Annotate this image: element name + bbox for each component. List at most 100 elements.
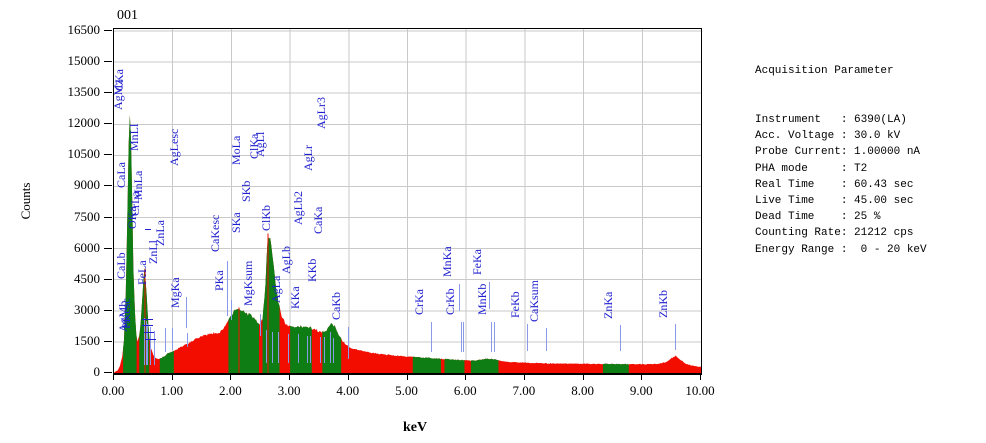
peak-label-cakb: CaKb: [329, 292, 344, 321]
peak-label-crla: CrLa: [127, 190, 142, 216]
x-tick-label: 7.00: [512, 383, 536, 398]
x-axis-tick: [700, 374, 701, 380]
y-axis-tick: [104, 154, 112, 156]
param-row-live-time: Live Time : 45.00 sec: [755, 195, 914, 208]
peak-label-fekb: FeKb: [508, 291, 523, 319]
element-marker-line: [319, 336, 321, 364]
peak-label-agla: AgLa: [268, 275, 283, 303]
peak-label-znla: ZnLa: [153, 219, 168, 246]
x-axis-tick: [289, 374, 291, 380]
peak-label-aglb: AgLb: [278, 245, 293, 274]
panel-rows: Instrument : 6390(LA) Acc. Voltage : 30.0…: [755, 112, 927, 258]
peak-label-agll: AgLl: [252, 132, 267, 158]
x-axis-tick: [582, 374, 584, 380]
x-axis-tick: [171, 374, 173, 380]
peak-label-aglesc: AgLesc: [166, 128, 181, 166]
y-axis-tick: [104, 92, 112, 94]
peak-label-aglr: AgLr: [300, 144, 315, 171]
peak-label-mgksum: MgKsum: [241, 260, 256, 306]
peak-label-ska: SKa: [229, 212, 244, 234]
element-marker-line: [260, 313, 262, 336]
element-marker-line: [463, 322, 465, 353]
y-axis-tick: [104, 123, 112, 125]
element-marker-line: [154, 330, 156, 365]
y-tick-label: 10500: [67, 146, 101, 162]
peak-label-caksum: CaKsum: [527, 280, 542, 323]
element-marker-dash: [145, 228, 151, 230]
peak-label-kkb: KKb: [304, 258, 319, 282]
y-tick-label: 16500: [67, 22, 101, 37]
param-row-pha-mode: PHA mode : T2: [755, 162, 868, 175]
y-axis-tick: [104, 309, 112, 311]
x-tick-label: 5.00: [395, 383, 418, 398]
x-axis-tick: [641, 374, 643, 380]
y-tick-label: 13500: [67, 84, 101, 100]
element-marker-line: [546, 328, 548, 352]
peak-label-cka: CKa: [111, 69, 126, 92]
y-axis-tick: [104, 185, 112, 187]
y-tick-label: 6000: [74, 239, 100, 255]
element-marker-line: [461, 322, 463, 353]
peak-label-caka: CaKa: [310, 206, 325, 235]
y-tick-label: 15000: [67, 53, 101, 69]
y-tick-label: 9000: [74, 177, 100, 193]
y-axis-tick: [104, 340, 112, 342]
peak-label-znka: ZnKa: [601, 291, 616, 320]
y-tick-label: 3000: [74, 301, 100, 317]
element-marker-dash: [143, 331, 155, 333]
param-row-real-time: Real Time : 60.43 sec: [755, 178, 914, 191]
peak-label-fela: FeLa: [135, 260, 150, 285]
peak-label-pkesc: PKesc: [119, 298, 134, 329]
element-marker-line: [186, 332, 188, 348]
x-axis-label: keV: [402, 420, 428, 435]
peak-label-cakesc: CaKesc: [208, 214, 223, 252]
peak-label-crka: CrKa: [411, 289, 426, 315]
x-tick-label: 4.00: [336, 383, 360, 398]
element-marker-line: [164, 328, 166, 353]
param-row-dead-time: Dead Time : 25 %: [755, 211, 881, 224]
x-tick-label: 0.00: [101, 383, 125, 398]
peak-label-mola: MoLa: [228, 135, 243, 165]
y-axis-tick: [104, 247, 112, 249]
y-axis-tick: [104, 61, 112, 63]
peak-label-znkb: ZnKb: [655, 290, 670, 319]
spectrum-title: 001: [117, 8, 138, 23]
element-marker-line: [527, 324, 529, 352]
element-marker-line: [278, 331, 280, 364]
element-marker-line: [348, 327, 350, 359]
element-marker-line: [307, 335, 309, 364]
x-axis-tick: [465, 374, 467, 380]
element-marker-line: [493, 322, 495, 353]
y-tick-label: 0: [93, 364, 101, 379]
x-tick-label: 6.00: [453, 383, 477, 398]
param-row-acc-voltage: Acc. Voltage : 30.0 kV: [755, 130, 901, 143]
x-tick-label: 1.00: [160, 383, 184, 398]
peak-label-pka: PKa: [212, 270, 227, 292]
y-tick-label: 7500: [74, 208, 100, 224]
element-marker-line: [172, 328, 174, 351]
peak-label-calb: CaLb: [114, 252, 129, 279]
y-axis-label: Counts: [18, 182, 33, 220]
param-row-instrument: Instrument : 6390(LA): [755, 114, 907, 127]
peak-label-mnka: MnKa: [440, 245, 455, 277]
param-row-probe-current: Probe Current: 1.00000 nA: [755, 146, 921, 159]
element-marker-line: [309, 335, 311, 364]
x-tick-label: 3.00: [277, 383, 301, 398]
y-axis-tick: [104, 30, 112, 31]
element-marker-dash: [145, 338, 156, 340]
peak-label-cala: CaLa: [114, 161, 129, 188]
x-axis-tick: [523, 374, 525, 380]
peak-label-aglb2: AgLb2: [290, 190, 305, 225]
element-marker-line: [185, 297, 187, 329]
panel-title: Acquisition Parameter: [755, 65, 894, 78]
peak-label-aglr3: AgLr3: [314, 97, 329, 130]
element-marker-line: [297, 333, 299, 364]
element-marker-line: [231, 300, 233, 321]
x-tick-label: 10.00: [685, 383, 715, 398]
element-marker-line: [287, 333, 289, 364]
element-marker-line: [150, 327, 152, 365]
x-axis-tick: [230, 374, 232, 380]
x-axis-tick: [406, 374, 408, 380]
x-tick-label: 2.00: [219, 383, 242, 398]
element-marker-line: [146, 324, 148, 365]
